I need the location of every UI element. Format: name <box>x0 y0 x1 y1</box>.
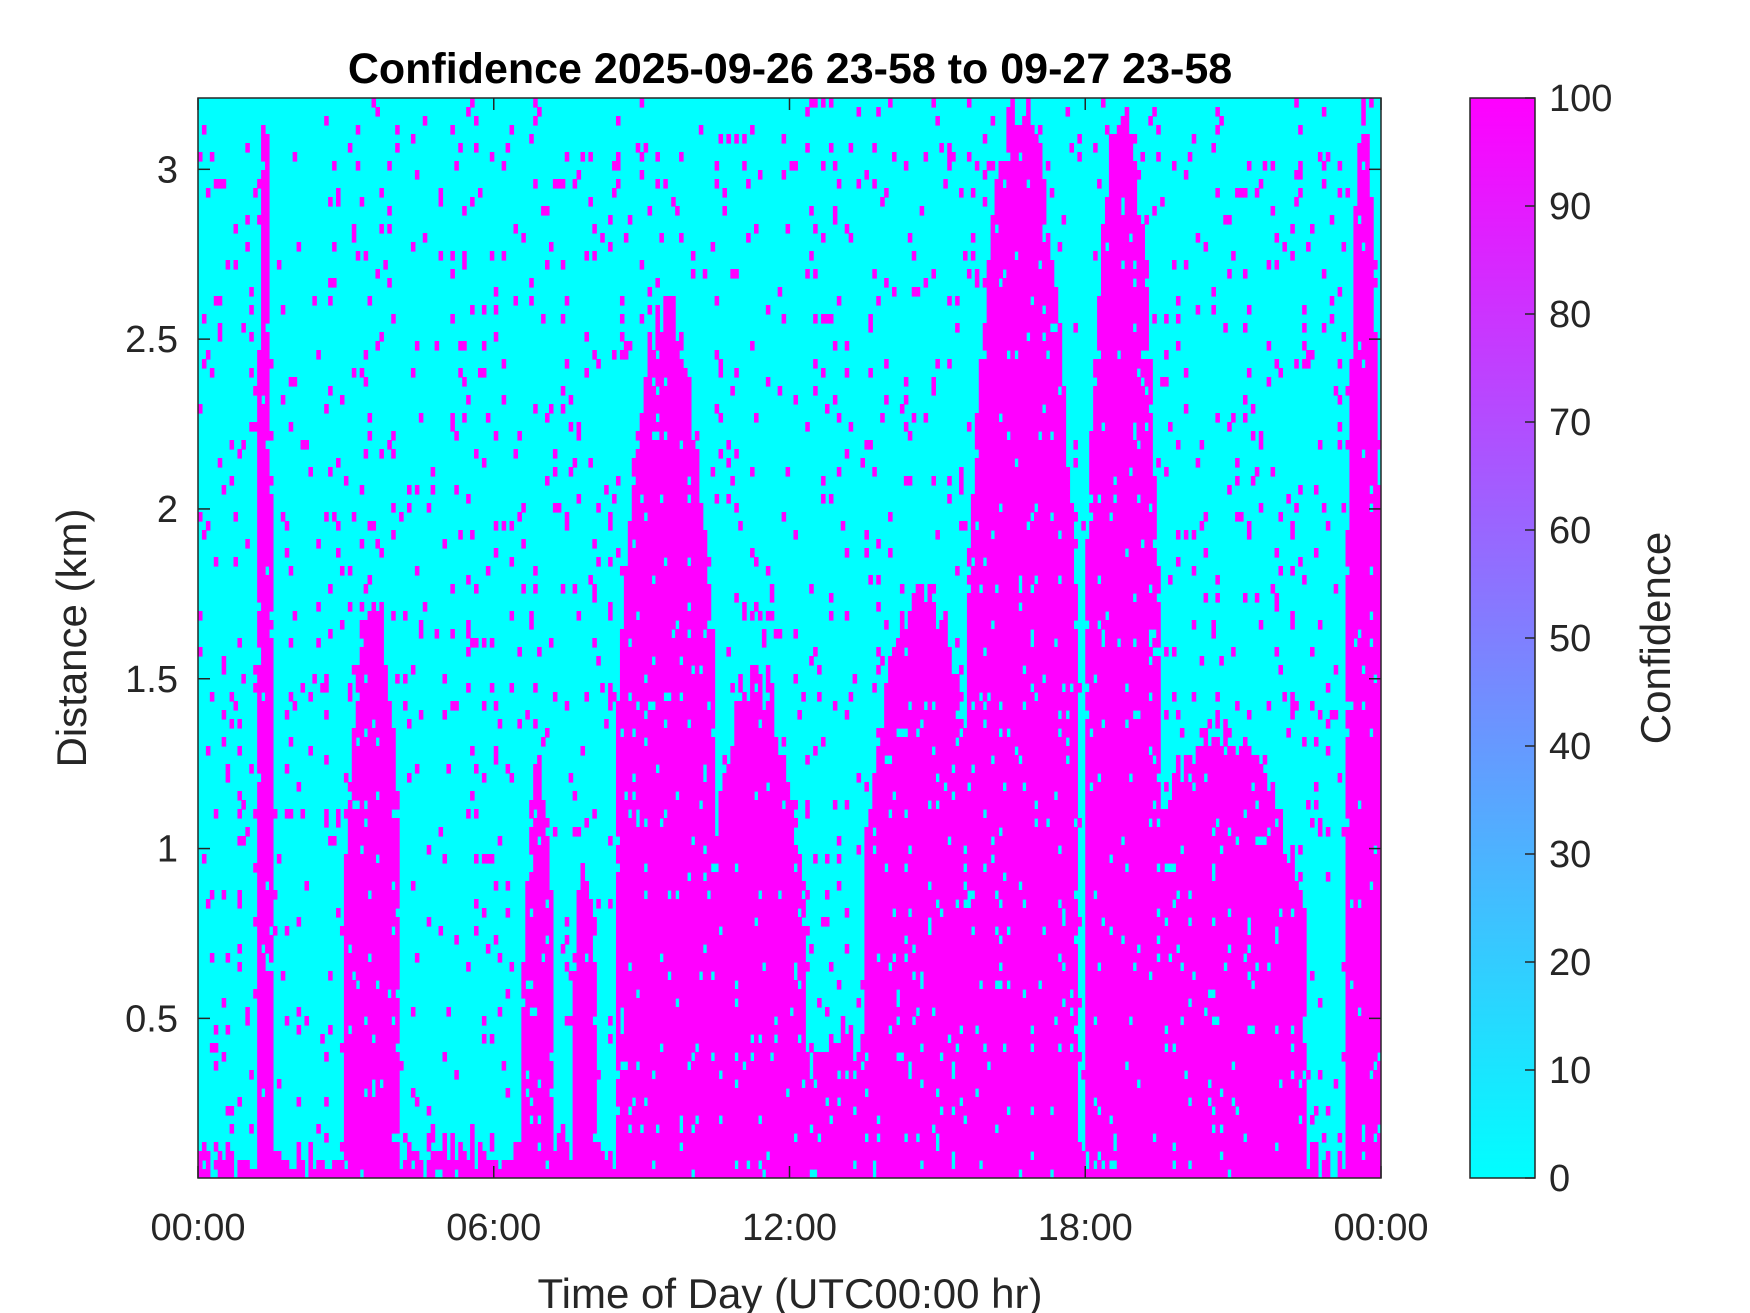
y-tick-label: 1 <box>157 829 178 871</box>
y-axis-label: Distance (km) <box>48 508 95 767</box>
y-tick-label: 2 <box>157 489 178 531</box>
colorbar-axis: 0 10 20 30 40 50 60 70 80 90 100 <box>1525 78 1612 1200</box>
colorbar <box>1469 97 1536 1179</box>
colorbar-tick-label: 10 <box>1549 1050 1591 1092</box>
colorbar-tick-label: 50 <box>1549 618 1591 660</box>
y-tick-label: 3 <box>157 149 178 191</box>
x-tick-label: 00:00 <box>1333 1207 1428 1249</box>
colorbar-tick-label: 40 <box>1549 726 1591 768</box>
colorbar-label: Confidence <box>1632 532 1679 744</box>
colorbar-tick-label: 20 <box>1549 942 1591 984</box>
colorbar-tick-label: 100 <box>1549 78 1612 120</box>
chart-title: Confidence 2025-09-26 23-58 to 09-27 23-… <box>348 45 1232 93</box>
colorbar-tick-label: 90 <box>1549 186 1591 228</box>
y-tick-label: 0.5 <box>125 998 178 1040</box>
y-axis: 0.5 1 1.5 2 2.5 3 <box>125 149 1381 1040</box>
x-tick-label: 12:00 <box>742 1207 837 1249</box>
colorbar-tick-label: 70 <box>1549 402 1591 444</box>
x-tick-label: 18:00 <box>1038 1207 1133 1249</box>
x-tick-label: 00:00 <box>150 1207 245 1249</box>
heatmap-cells <box>198 98 1381 1178</box>
y-tick-label: 1.5 <box>125 659 178 701</box>
x-axis-label: Time of Day (UTC00:00 hr) <box>538 1270 1043 1313</box>
colorbar-tick-label: 60 <box>1549 510 1591 552</box>
y-tick-label: 2.5 <box>125 319 178 361</box>
colorbar-tick-label: 80 <box>1549 294 1591 336</box>
colorbar-tick-label: 0 <box>1549 1158 1570 1200</box>
x-tick-label: 06:00 <box>446 1207 541 1249</box>
x-axis: 00:00 06:00 12:00 18:00 00:00 <box>150 98 1429 1249</box>
colorbar-tick-label: 30 <box>1549 834 1591 876</box>
